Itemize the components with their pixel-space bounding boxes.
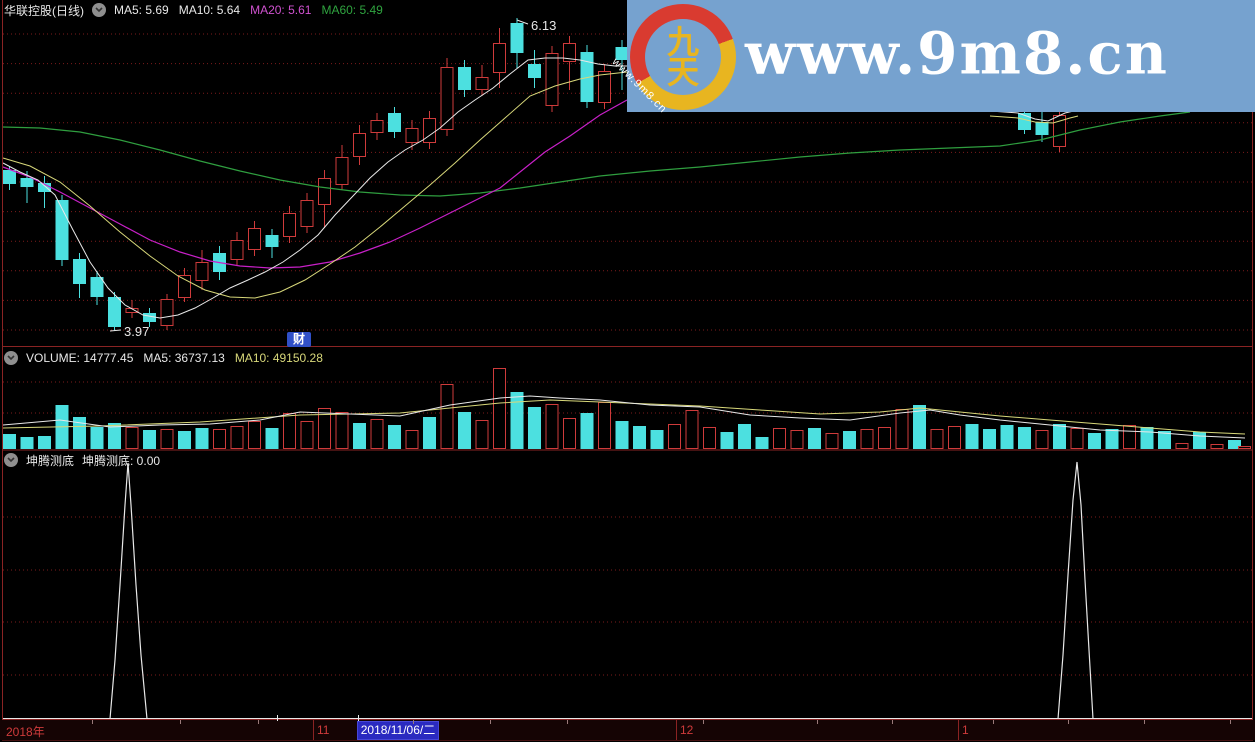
axis-year-label: 2018年 (6, 725, 45, 739)
stock-title: 华联控股(日线) (4, 3, 84, 18)
axis-minor-tick (258, 720, 259, 724)
axis-tick (958, 720, 959, 740)
volume-label: VOLUME: 14777.45 (26, 351, 134, 365)
baseline-notch (358, 715, 359, 721)
collapse-chevron-icon[interactable] (92, 3, 106, 17)
axis-minor-tick (703, 720, 704, 724)
price-callouts: 3.97 6.13 (109, 18, 556, 339)
axis-minor-tick (413, 720, 414, 724)
axis-tick (313, 720, 314, 740)
axis-minor-tick (1068, 720, 1069, 724)
axis-minor-tick (817, 720, 818, 724)
time-axis[interactable]: 2018年 11 12 1 2018/11/06/二 (0, 715, 1255, 740)
ma-label: MA10: 5.64 (178, 3, 241, 17)
collapse-chevron-icon[interactable] (4, 351, 18, 365)
main-pane-header: 华联控股(日线) MA5: 5.69 MA10: 5.64 MA20: 5.61 MA… (4, 2, 383, 18)
volume-label: MA5: 36737.13 (143, 351, 225, 365)
ma-label: MA5: 5.69 (114, 3, 169, 17)
axis-minor-tick (180, 720, 181, 724)
site-logo-icon: 九天 www.9m8.cn (610, 4, 736, 116)
watermark-url: www.9m8.cn (745, 19, 1169, 88)
axis-month-label: 12 (680, 723, 694, 737)
axis-minor-tick (92, 720, 93, 724)
high-price-label: 6.13 (531, 18, 556, 33)
volume-ma-lines (2, 395, 1246, 439)
axis-month-label: 1 (962, 723, 969, 737)
indicator-plot (3, 461, 1252, 720)
axis-minor-tick (993, 720, 994, 724)
volume-bars (3, 368, 1251, 449)
volume-readout: VOLUME: 14777.45 MA5: 36737.13 MA10: 49150… (26, 351, 323, 365)
axis-minor-tick (1230, 720, 1231, 724)
axis-minor-tick (892, 720, 893, 724)
selected-date-box: 2018/11/06/二 (357, 721, 439, 740)
ma-readout: MA5: 5.69 MA10: 5.64 MA20: 5.61 MA60: 5.49 (114, 3, 383, 17)
axis-minor-tick (490, 720, 491, 724)
logo-glyph: 九天 (666, 23, 699, 90)
indicator-pane-header: 坤腾测底 坤腾测底: 0.00 (4, 452, 160, 468)
axis-minor-tick (567, 720, 568, 724)
watermark-banner: 九天 www.9m8.cn www.9m8.cn (610, 0, 1255, 116)
cai-badge: 财 (287, 332, 311, 347)
baseline-notch (277, 715, 278, 721)
volume-label: MA10: 49150.28 (234, 351, 323, 365)
low-price-label: 3.97 (124, 324, 149, 339)
indicator-value: 坤腾测底: 0.00 (82, 453, 161, 468)
ma-label: MA20: 5.61 (250, 3, 312, 17)
volume-pane-header: VOLUME: 14777.45 MA5: 36737.13 MA10: 49150… (4, 350, 323, 366)
axis-tick (676, 720, 677, 740)
ma-label: MA60: 5.49 (321, 3, 383, 17)
collapse-chevron-icon[interactable] (4, 453, 18, 467)
gridlines (3, 33, 1252, 676)
axis-month-label: 11 (317, 723, 330, 737)
indicator-name: 坤腾测底 (26, 453, 75, 468)
axis-minor-tick (1144, 720, 1145, 724)
main-ma-lines (2, 57, 1191, 319)
